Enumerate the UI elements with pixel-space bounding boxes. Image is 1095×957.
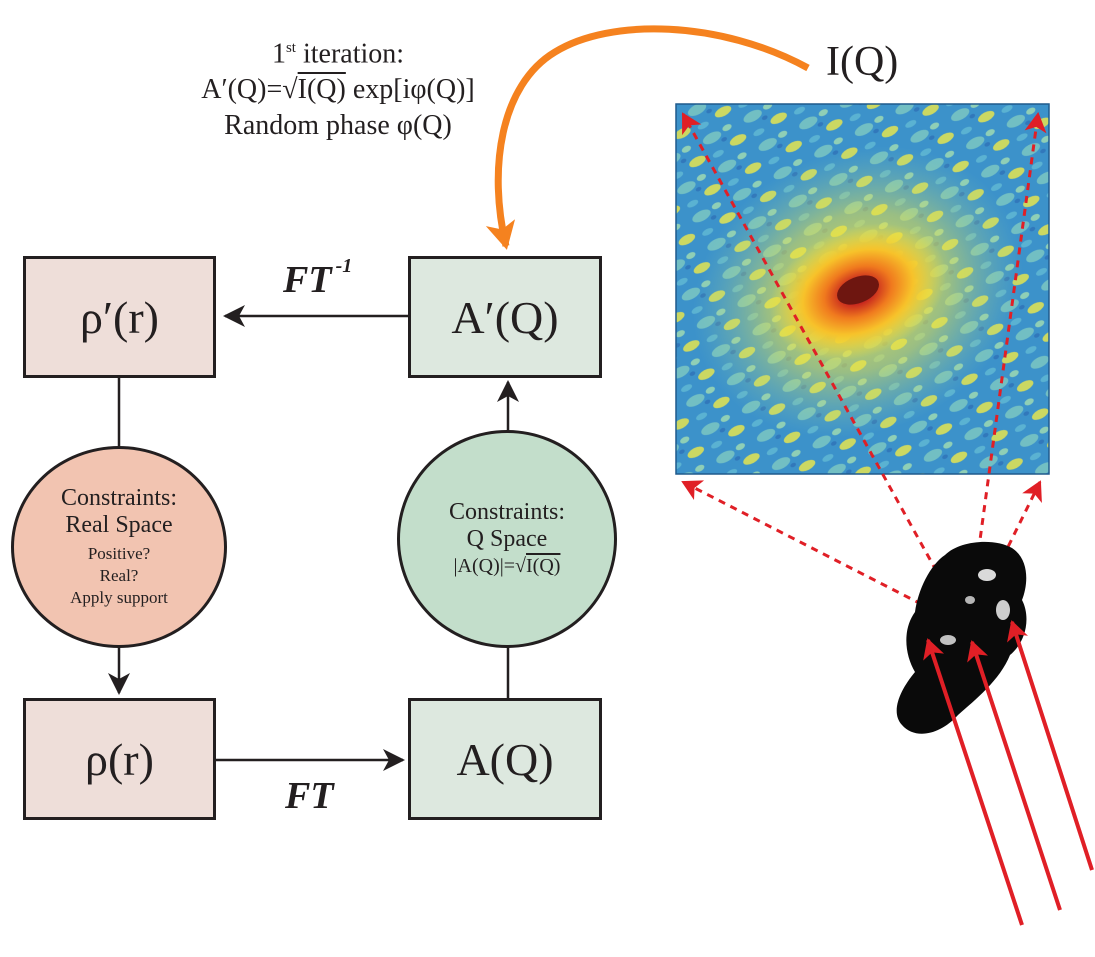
iteration-number: 1: [271, 38, 286, 70]
random-phase-text: Random phase φ(Q): [224, 110, 452, 142]
iteration-note: 1st iteration: A′(Q)=√I(Q) exp[iφ(Q)] Ra…: [168, 30, 508, 144]
constraint-positive: Positive?: [87, 544, 151, 563]
q-constraints-title: Constraints:: [448, 499, 565, 525]
a-label: A(Q): [456, 733, 554, 785]
sample-object: [896, 541, 1027, 734]
a-box: A(Q): [408, 698, 602, 820]
constraint-support: Apply support: [70, 588, 168, 607]
q-constraints-subtitle: Q Space: [466, 526, 548, 552]
rho-label: ρ(r): [85, 733, 154, 785]
real-constraints-title: Constraints:: [60, 485, 177, 511]
ft-label: FT: [285, 775, 334, 817]
iteration-heading: 1st iteration:: [168, 30, 508, 72]
intensity-label: I(Q): [826, 39, 899, 85]
initial-amplitude-formula: A′(Q)=√I(Q) exp[iφ(Q)]: [201, 74, 475, 106]
initial-guess-arrow: [485, 25, 810, 250]
real-space-constraints: Constraints: Real Space Positive? Real? …: [11, 446, 227, 648]
constraint-real: Real?: [99, 566, 139, 585]
inverse-ft-exponent: -1: [335, 255, 353, 278]
real-constraints-subtitle: Real Space: [65, 512, 173, 538]
q-space-constraints: Constraints: Q Space |A(Q)|=√I(Q): [397, 430, 617, 648]
diffraction-pattern: [676, 104, 1049, 474]
a-prime-label: A′(Q): [451, 291, 559, 343]
flow-arrows: [108, 305, 519, 771]
inverse-ft-label: FT -1: [283, 255, 353, 301]
q-constraint-formula: |A(Q)|=√I(Q): [453, 555, 561, 577]
incident-beam: [923, 620, 1094, 926]
rho-prime-label: ρ′(r): [80, 291, 159, 343]
iteration-word: iteration:: [295, 38, 405, 70]
a-prime-box: A′(Q): [408, 256, 602, 378]
iteration-suffix: st: [285, 40, 296, 56]
diffraction-pattern-frame: [675, 103, 1050, 475]
rho-box: ρ(r): [23, 698, 216, 820]
rho-prime-box: ρ′(r): [23, 256, 216, 378]
